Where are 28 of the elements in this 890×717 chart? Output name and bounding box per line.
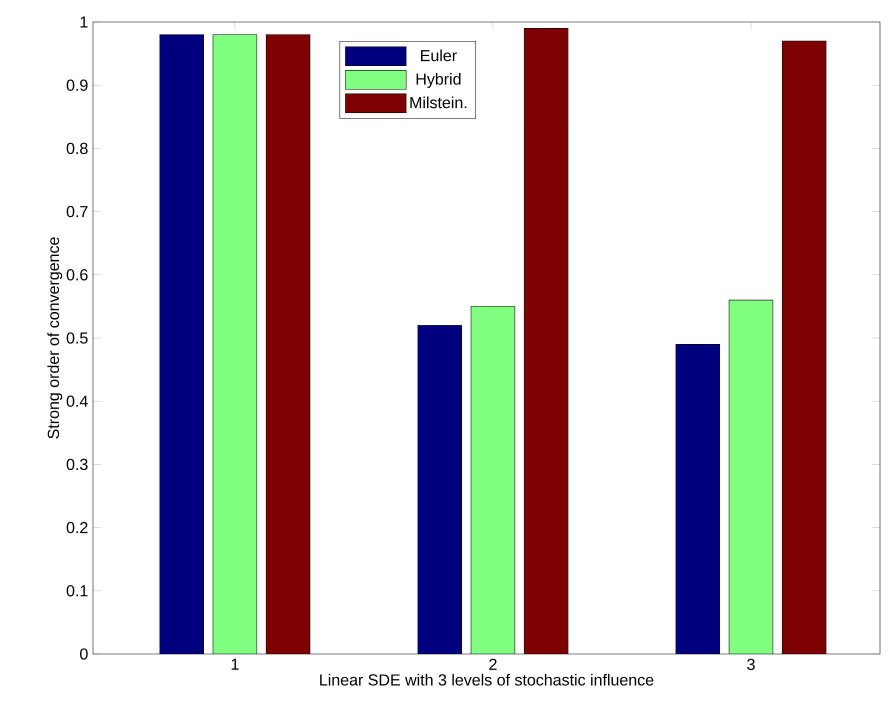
x-axis-title: Linear SDE with 3 levels of stochastic influence	[320, 674, 654, 686]
bar	[212, 34, 258, 654]
legend-label: Milstein.	[410, 96, 466, 108]
bar	[676, 344, 720, 654]
bar	[524, 28, 568, 654]
x-tick-label: 2	[489, 658, 497, 670]
legend-label: Euler	[421, 50, 457, 62]
legend-label: Hybrid	[416, 73, 460, 88]
x-tick-label: 1	[232, 658, 239, 670]
bar	[470, 306, 516, 654]
bar	[160, 34, 204, 654]
bar	[266, 34, 310, 654]
x-tick-label: 3	[747, 658, 755, 670]
y-tick-label: 0.6	[66, 269, 88, 280]
y-axis-title: Strong order of convergence	[47, 237, 62, 439]
y-tick-label: 0.5	[66, 332, 88, 344]
y-tick-label: 0.7	[66, 206, 88, 218]
bar	[418, 325, 462, 654]
bar	[728, 300, 774, 654]
y-tick-label: 0.9	[66, 80, 88, 91]
y-tick-label: 1	[80, 16, 88, 28]
y-tick-label: 0.2	[66, 522, 88, 534]
y-tick-label: 0.3	[66, 458, 88, 470]
y-tick-label: 0.4	[66, 396, 88, 407]
y-tick-label: 0.1	[66, 585, 88, 596]
y-tick-label: 0.8	[66, 142, 88, 154]
y-tick-label: 0	[80, 648, 88, 660]
bar	[782, 40, 826, 654]
